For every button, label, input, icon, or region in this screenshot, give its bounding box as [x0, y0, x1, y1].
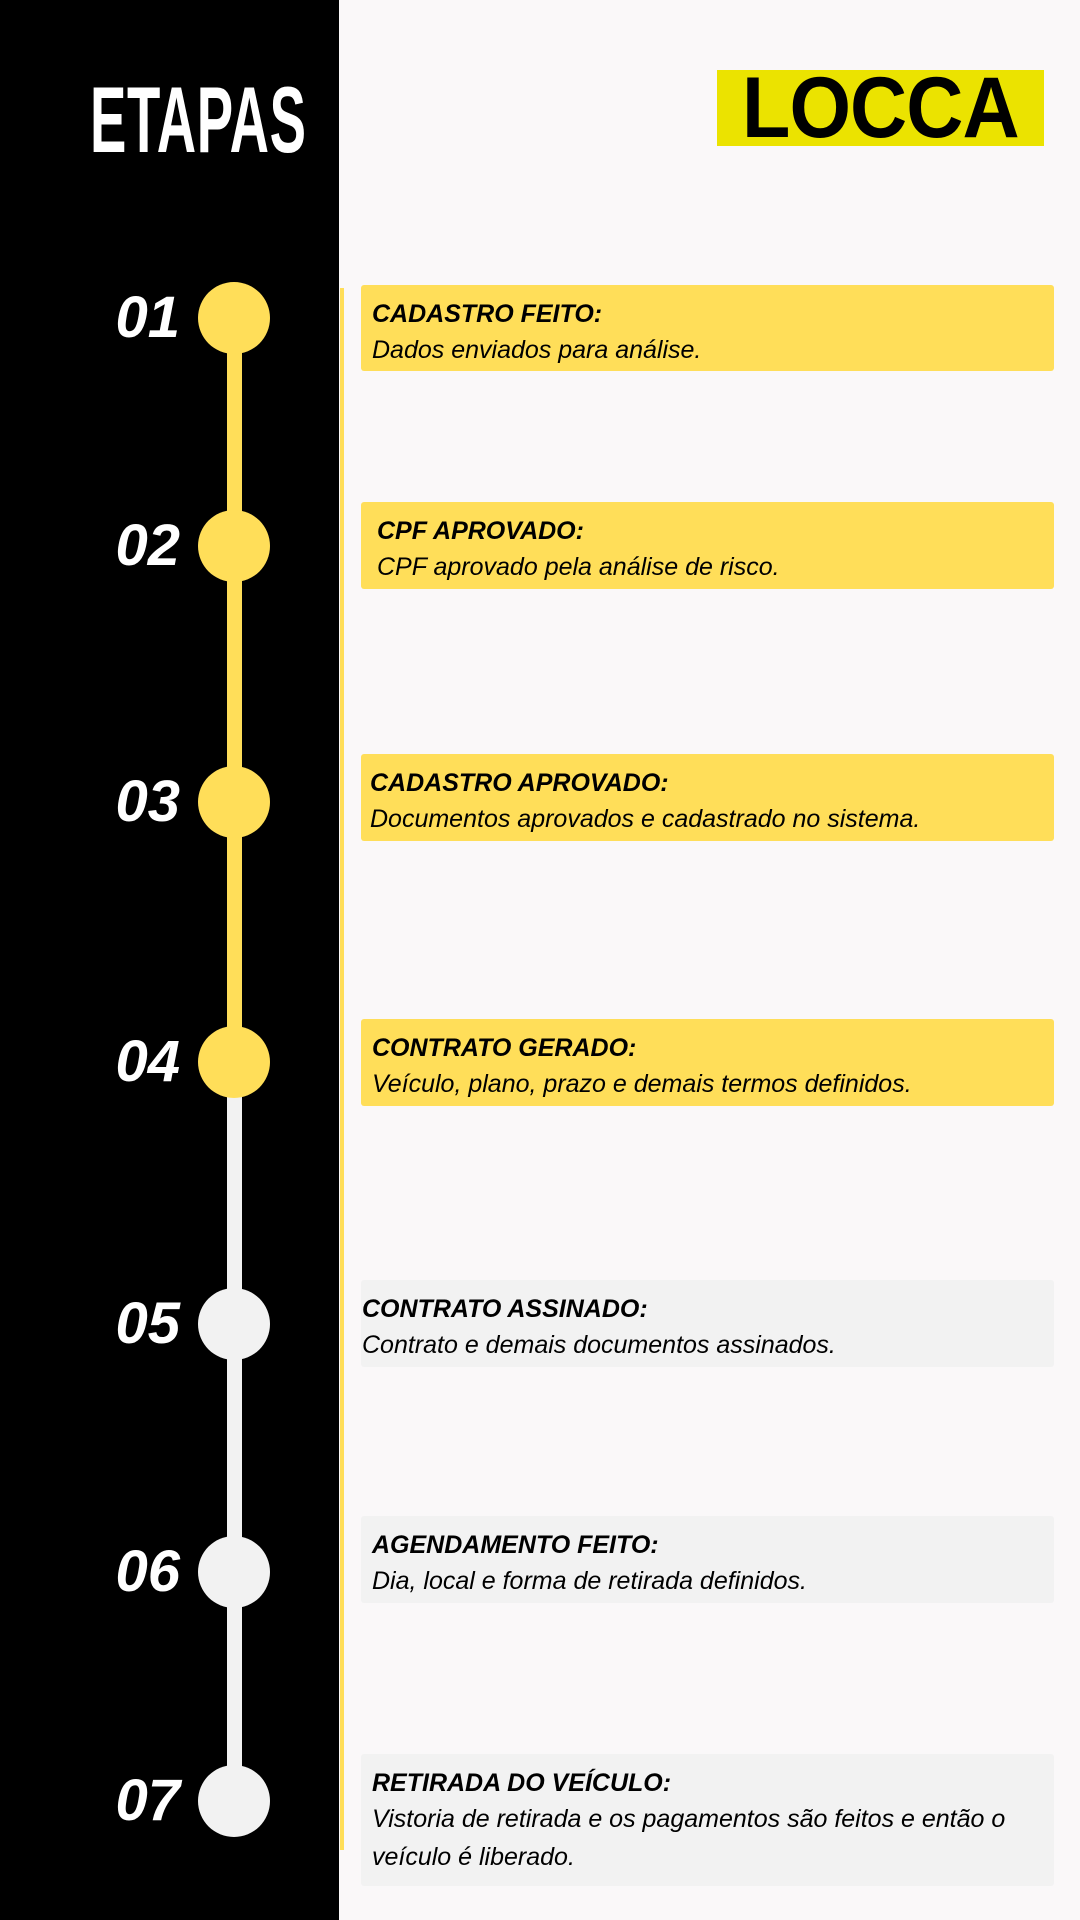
- step-marker-icon: [198, 510, 270, 582]
- step-marker-icon: [198, 766, 270, 838]
- step-marker-icon: [198, 1026, 270, 1098]
- step-number: 01: [115, 285, 180, 350]
- step-description: Dia, local e forma de retirada definidos…: [372, 1567, 807, 1595]
- page-title: ETAPAS: [90, 67, 307, 172]
- step-description: Veículo, plano, prazo e demais termos de…: [372, 1070, 912, 1098]
- timeline-remaining-line: [227, 1062, 242, 1801]
- step-description: Vistoria de retirada e os pagamentos são…: [372, 1805, 1006, 1871]
- step-marker-icon: [198, 1765, 270, 1837]
- step-card: CONTRATO ASSINADO: Contrato e demais docu…: [361, 1280, 1054, 1367]
- step-description: Documentos aprovados e cadastrado no sis…: [370, 805, 921, 833]
- step-title: CADASTRO APROVADO:: [370, 769, 669, 797]
- step-marker-icon: [198, 1288, 270, 1360]
- step-title: CADASTRO FEITO:: [372, 300, 603, 328]
- step-card: CONTRATO GERADO: Veículo, plano, prazo e …: [361, 1019, 1054, 1106]
- step-number: 02: [115, 513, 180, 578]
- step-title: AGENDAMENTO FEITO:: [372, 1531, 659, 1559]
- step-card: CADASTRO FEITO: Dados enviados para análi…: [361, 285, 1054, 371]
- step-number: 03: [115, 769, 180, 834]
- step-title: CONTRATO GERADO:: [372, 1034, 637, 1062]
- step-card: RETIRADA DO VEÍCULO: Vistoria de retirada…: [361, 1754, 1054, 1886]
- step-description: CPF aprovado pela análise de risco.: [377, 553, 780, 581]
- step-card: CADASTRO APROVADO: Documentos aprovados e…: [361, 754, 1054, 841]
- step-title: RETIRADA DO VEÍCULO:: [372, 1769, 672, 1797]
- brand-logo: LOCCA: [717, 60, 1044, 156]
- brand-name: LOCCA: [742, 60, 1020, 156]
- step-title: CPF APROVADO:: [377, 517, 584, 545]
- step-marker-icon: [198, 282, 270, 354]
- step-number: 07: [115, 1768, 180, 1833]
- step-marker-icon: [198, 1536, 270, 1608]
- step-number: 05: [115, 1291, 180, 1356]
- step-card: CPF APROVADO: CPF aprovado pela análise d…: [361, 502, 1054, 589]
- divider-line: [340, 288, 344, 1850]
- left-panel: [0, 0, 339, 1920]
- step-description: Contrato e demais documentos assinados.: [362, 1331, 836, 1359]
- step-title: CONTRATO ASSINADO:: [362, 1295, 648, 1323]
- timeline-progress-line: [227, 318, 242, 1062]
- step-number: 04: [115, 1029, 180, 1094]
- step-card: AGENDAMENTO FEITO: Dia, local e forma de …: [361, 1516, 1054, 1603]
- step-description: Dados enviados para análise.: [372, 336, 702, 364]
- step-number: 06: [115, 1539, 180, 1604]
